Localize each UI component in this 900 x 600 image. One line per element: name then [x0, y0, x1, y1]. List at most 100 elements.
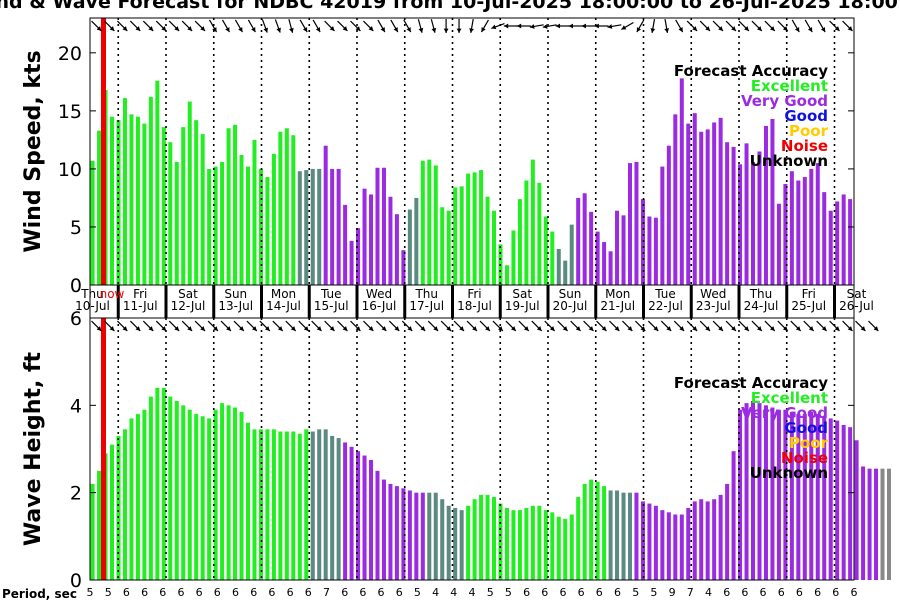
bar	[492, 210, 497, 285]
bar	[362, 455, 367, 580]
bar	[556, 249, 561, 285]
now-line	[101, 318, 106, 580]
chart-title: Wind & Wave Forecast for NDBC 42019 from…	[0, 0, 900, 13]
bar	[181, 405, 186, 580]
arrow-head	[640, 326, 646, 331]
direction-arrow	[829, 20, 840, 32]
day-name: Sat	[512, 287, 532, 301]
bar	[161, 387, 166, 580]
arrow-head	[316, 326, 322, 331]
period-value: 4	[432, 586, 439, 599]
arrow-head	[122, 26, 128, 31]
period-value: 5	[632, 586, 639, 599]
bar	[738, 409, 743, 580]
arrow-head	[653, 326, 659, 331]
bar	[699, 499, 704, 580]
arrow-head	[523, 326, 529, 331]
arrow-head	[393, 27, 398, 33]
bar	[621, 215, 626, 285]
bar	[854, 440, 859, 580]
bar	[343, 442, 348, 580]
arrow-head	[342, 26, 348, 31]
direction-arrow	[155, 20, 167, 32]
day-name: Tue	[654, 287, 676, 301]
bar	[220, 161, 225, 285]
bar	[349, 446, 354, 580]
bar	[336, 438, 341, 580]
bar	[802, 414, 807, 580]
legend-item: Poor	[789, 122, 829, 140]
bar	[666, 145, 671, 285]
direction-arrow	[621, 21, 634, 31]
bar	[744, 403, 749, 580]
day-name: Mon	[271, 287, 296, 301]
direction-arrow	[155, 320, 167, 332]
bar	[763, 125, 768, 286]
direction-arrow	[246, 320, 258, 332]
bar	[848, 199, 853, 285]
bar	[459, 186, 464, 285]
bar	[200, 416, 205, 580]
bar	[362, 188, 367, 285]
direction-arrow	[557, 320, 569, 332]
bar	[148, 396, 153, 580]
bar	[116, 120, 121, 285]
arrow-head	[431, 27, 437, 33]
bar	[297, 433, 302, 580]
day-name: Sat	[178, 287, 198, 301]
bar	[867, 468, 872, 580]
arrow-head	[135, 326, 141, 331]
direction-arrow	[469, 19, 474, 33]
bar	[770, 119, 775, 285]
y-axis-label: Wave Height, ft	[21, 351, 46, 546]
bar	[582, 483, 587, 580]
bar	[155, 80, 160, 285]
arrow-head	[807, 27, 813, 33]
day-axis: Thu10-JulFri11-JulSat12-JulSun13-JulMon1…	[75, 284, 874, 319]
bar	[375, 470, 380, 580]
arrow-head	[621, 25, 627, 30]
bar	[692, 113, 697, 285]
bar	[576, 497, 581, 580]
day-name: Sat	[847, 287, 867, 301]
arrow-head	[380, 27, 385, 33]
period-value: 6	[141, 586, 148, 599]
bar	[757, 403, 762, 580]
bar	[705, 129, 710, 285]
bar	[563, 260, 568, 285]
direction-arrow	[804, 19, 813, 33]
arrow-head	[187, 26, 193, 31]
direction-arrow	[675, 19, 684, 33]
y-tick-label: 5	[70, 217, 82, 239]
bar	[757, 151, 762, 285]
arrow-head	[847, 326, 853, 331]
period-value: 5	[487, 586, 494, 599]
bar	[401, 250, 406, 285]
bar	[233, 124, 238, 285]
bar	[822, 192, 827, 285]
bar	[861, 466, 866, 580]
arrow-head	[834, 326, 840, 331]
day-band-separator	[594, 285, 598, 318]
arrow-head	[516, 23, 522, 29]
bar	[207, 168, 212, 285]
bar	[660, 510, 665, 580]
bar	[414, 492, 419, 580]
direction-arrow	[288, 19, 294, 33]
day-band-separator	[403, 285, 407, 318]
period-value: 5	[414, 586, 421, 599]
period-value: 5	[650, 586, 657, 599]
y-axis-label: Wind Speed, kts	[21, 50, 46, 252]
bar	[569, 224, 574, 285]
bar	[304, 429, 309, 580]
legend-title: Forecast Accuracy	[674, 374, 828, 392]
bar	[265, 177, 270, 285]
arrow-head	[757, 326, 762, 331]
arrow-head	[122, 326, 128, 331]
bar	[699, 131, 704, 285]
direction-arrow	[764, 320, 776, 332]
arrow-head	[96, 26, 102, 31]
legend-item: Excellent	[751, 389, 828, 407]
bar	[479, 494, 484, 580]
bar	[841, 424, 846, 580]
